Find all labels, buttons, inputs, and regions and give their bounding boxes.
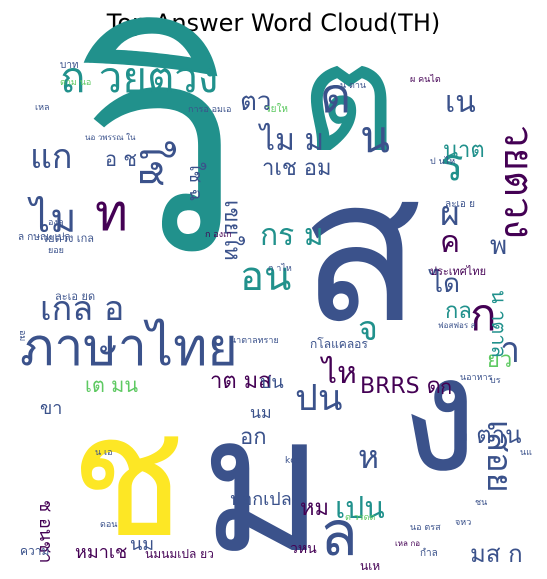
wordcloud-word: ค xyxy=(440,225,460,260)
wordcloud-word: ส xyxy=(300,135,422,368)
wordcloud-word: ม xyxy=(200,374,325,579)
wordcloud-word: การอ อมเอ xyxy=(188,105,231,115)
wordcloud-word: ละเอ ยด xyxy=(55,290,95,303)
wordcloud-word: าต มส xyxy=(210,369,272,394)
wordcloud-word: น xyxy=(360,112,390,163)
wordcloud-word: วยตวง xyxy=(495,125,541,239)
wordcloud-word: ไม xyxy=(27,196,76,242)
wordcloud-word: จหว xyxy=(455,518,471,528)
wordcloud-word: ตว xyxy=(240,87,271,117)
wordcloud-word: ละเอ ย xyxy=(445,199,475,210)
wordcloud-word: นเห xyxy=(360,559,380,573)
wordcloud-word: เสอย xyxy=(479,420,519,493)
wordcloud-word: ป นไห xyxy=(430,156,455,167)
wordcloud-word: บร xyxy=(490,376,501,386)
wordcloud-word: นม xyxy=(130,534,154,555)
wordcloud-word: ไห xyxy=(320,355,357,391)
wordcloud-word: ว ตาน xyxy=(455,421,522,449)
wordcloud-word: ท xyxy=(95,184,128,242)
wordcloud-word: ภาษาไทย xyxy=(20,318,238,378)
wordcloud-word: อม xyxy=(17,330,27,341)
wordcloud-word: ร xyxy=(440,140,464,191)
wordcloud-word: ก xyxy=(440,375,452,399)
wordcloud-word: กำล xyxy=(420,548,438,559)
wordcloud-word: พ xyxy=(490,231,507,261)
wordcloud-word: หมาเช xyxy=(75,542,127,563)
wordcloud-word: ห xyxy=(358,438,379,476)
wordcloud-word: ยว xyxy=(487,348,512,373)
wordcloud-word: น ตาน xyxy=(340,81,366,91)
wordcloud-word: ผ xyxy=(440,194,460,234)
wordcloud-word: เต มน xyxy=(85,373,138,397)
wordcloud-word: ชน xyxy=(475,498,487,508)
wordcloud-word: นมนมเปล ยว xyxy=(145,547,214,561)
wordcloud-word: นาตาลทราย xyxy=(230,336,279,346)
wordcloud-word: นาต xyxy=(443,138,485,163)
wordcloud-word: นอาหาร xyxy=(460,373,493,383)
wordcloud-word: ต xyxy=(300,12,397,186)
wordcloud-word: ก องเก xyxy=(205,230,232,240)
wordcloud-word: ยอย xyxy=(48,246,64,256)
wordcloud-word: kcal xyxy=(285,456,303,466)
wordcloud-word: องค xyxy=(48,218,64,228)
wordcloud-word: ช อนชา xyxy=(35,500,56,563)
wordcloud-word: อ ช xyxy=(105,147,137,171)
wordcloud-word: ต วรดด xyxy=(345,513,375,523)
wordcloud-word: เหล xyxy=(35,103,50,113)
wordcloud-word: นม xyxy=(250,403,271,422)
wordcloud-word: มส ก xyxy=(470,540,523,568)
wordcloud-word: ล xyxy=(320,497,358,570)
wordcloud-word: ความ xyxy=(20,544,49,558)
wordcloud-word: กล xyxy=(445,299,472,324)
wordcloud-word: ง xyxy=(400,321,478,508)
wordcloud-word: ฟอสฟอร ส xyxy=(438,321,476,330)
wordcloud-word: วหน xyxy=(290,541,317,557)
wordcloud-word: ปน xyxy=(260,372,284,393)
wordcloud-word: ใช ฉ xyxy=(185,162,207,201)
wordcloud-word: ปอกเปล xyxy=(230,489,292,510)
wordcloud-word: บาท xyxy=(60,60,79,71)
wordcloud-word: เปน xyxy=(335,491,385,526)
wordcloud-word: ล กษณะเปล xyxy=(18,232,71,243)
chart-title: Top Answer Word Cloud(TH) xyxy=(106,9,441,37)
wordcloud-word: ขา xyxy=(40,398,62,419)
wordcloud-word: เน xyxy=(445,85,476,120)
wordcloud-word: เขยให xyxy=(219,200,245,261)
wordcloud-word: ไม ม xyxy=(258,122,324,158)
wordcloud-word: ด xyxy=(320,68,351,124)
wordcloud-word: ช xyxy=(70,378,185,576)
wordcloud-word: กร ม xyxy=(260,218,324,253)
wordcloud-word: วยตวง เกล xyxy=(42,232,94,245)
wordcloud-word: เกล อ xyxy=(40,289,124,329)
wordcloud-word: วยให xyxy=(265,103,288,115)
wordcloud-word: ดอน xyxy=(100,520,117,530)
wordcloud-word: ใช xyxy=(130,140,177,187)
wordcloud-word: BRRS ด xyxy=(360,374,441,399)
wordcloud-word: กโลแคลอร xyxy=(310,337,368,351)
wordcloud-word: นอ วพรรณ ใน xyxy=(85,133,136,142)
wordcloud-word: ก าไห xyxy=(268,263,292,274)
wordcloud-word: ปน xyxy=(295,378,342,419)
wordcloud-word: วิ xyxy=(80,0,243,319)
wordcloud-word: ผ คนไต xyxy=(410,74,441,85)
wordcloud-word: เหล กอ xyxy=(395,539,420,548)
wordcloud-word: อน xyxy=(240,254,291,300)
wordcloud-word: แก xyxy=(30,137,73,177)
wordcloud-word: น เอ xyxy=(95,448,113,458)
wordcloud-word: า xyxy=(500,330,520,371)
wordcloud-word: ได xyxy=(428,268,460,299)
wordcloud-word: หม xyxy=(300,496,329,521)
wordcloud-word: ตาม นอ xyxy=(60,78,91,88)
wordcloud-word: ประเทศไทย xyxy=(430,265,486,278)
wordcloud-word: จ xyxy=(358,309,378,349)
wordcloud-word: ถ วยตวง xyxy=(60,53,218,102)
wordcloud-word: นแ xyxy=(520,448,532,458)
wordcloud-word: าเช อม xyxy=(262,156,332,181)
wordcloud-word: นอ ตรส xyxy=(410,523,441,533)
wordcloud-word: อก xyxy=(240,425,267,450)
wordcloud-word: น าตาล xyxy=(487,290,511,358)
wordcloud-word: ก xyxy=(470,290,497,341)
